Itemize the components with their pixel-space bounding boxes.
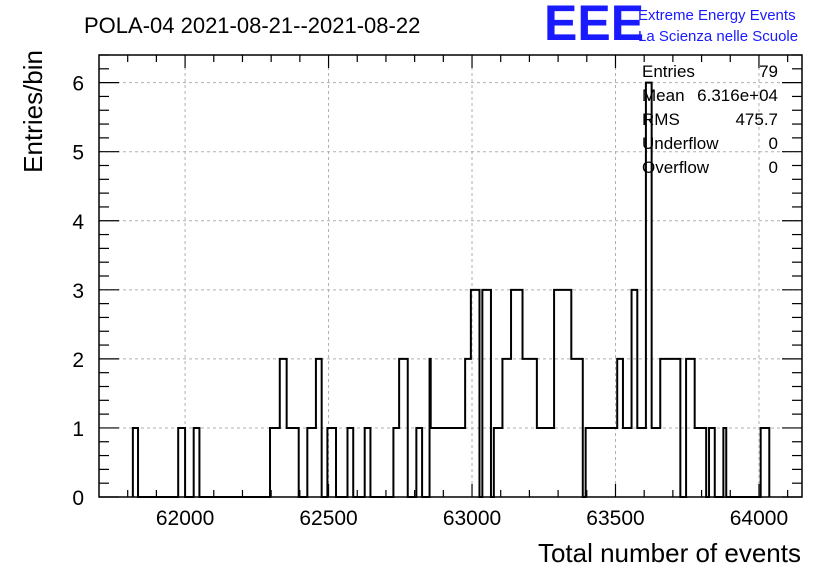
histogram-bin xyxy=(270,428,280,497)
histogram-bin xyxy=(652,428,661,497)
stat-label: Underflow xyxy=(642,134,719,153)
plot-frame xyxy=(98,54,803,498)
histogram-bin xyxy=(287,428,299,497)
y-tick-label: 1 xyxy=(72,418,84,441)
x-axis-ticks: 62000 62500 63000 63500 64000 xyxy=(127,55,789,530)
histogram-bin xyxy=(307,428,316,497)
y-tick-label: 4 xyxy=(72,211,84,234)
x-tick-label: 62500 xyxy=(299,507,357,530)
logo-line-1: Extreme Energy Events xyxy=(638,7,796,24)
y-axis-ticks: 0 1 2 3 4 5 6 xyxy=(72,54,802,510)
histogram-bin xyxy=(537,428,546,497)
logo-line-2: La Scienza nelle Scuole xyxy=(638,28,798,45)
stats-box: Entries 79 Mean 6.316e+04 RMS 475.7 Underflow 0… xyxy=(642,62,778,177)
histogram-bin xyxy=(666,359,680,497)
stat-value: 475.7 xyxy=(735,110,778,129)
histogram-bin xyxy=(554,290,565,497)
histogram-bin xyxy=(637,428,646,497)
y-tick-label: 5 xyxy=(72,142,84,165)
histogram-bin xyxy=(695,428,706,497)
x-tick-label: 63500 xyxy=(586,507,644,530)
y-tick-label: 3 xyxy=(72,280,84,303)
x-axis-label: Total number of events xyxy=(538,538,801,568)
x-tick-label: 64000 xyxy=(730,507,788,530)
stat-value: 0 xyxy=(769,134,778,153)
y-axis-label: Entries/bin xyxy=(18,50,48,173)
histogram-bin xyxy=(178,428,185,497)
stat-label: Entries xyxy=(642,62,695,81)
grid-lines xyxy=(99,55,802,497)
x-tick-label: 63000 xyxy=(443,507,501,530)
y-tick-label: 2 xyxy=(72,349,84,372)
histogram-bin xyxy=(623,428,632,497)
chart-title: POLA-04 2021-08-21--2021-08-22 xyxy=(84,13,420,38)
histogram-bin xyxy=(761,428,770,497)
stat-label: Mean xyxy=(642,86,685,105)
histogram-bin xyxy=(439,428,465,497)
y-tick-label: 6 xyxy=(72,73,84,96)
stat-value: 79 xyxy=(759,62,778,81)
stat-value: 0 xyxy=(769,158,778,177)
histogram-bin xyxy=(494,428,503,497)
histogram-bin xyxy=(511,290,522,497)
stat-value: 6.316e+04 xyxy=(697,86,778,105)
x-tick-label: 62000 xyxy=(156,507,214,530)
histogram-bin xyxy=(482,290,491,497)
stat-label: Overflow xyxy=(642,158,710,177)
histogram-bin xyxy=(586,428,609,497)
eee-logo-mark: EEE xyxy=(544,0,644,51)
histogram-bin xyxy=(545,428,554,497)
histogram-bin xyxy=(431,428,440,497)
stat-label: RMS xyxy=(642,110,680,129)
y-tick-label: 0 xyxy=(72,487,84,510)
